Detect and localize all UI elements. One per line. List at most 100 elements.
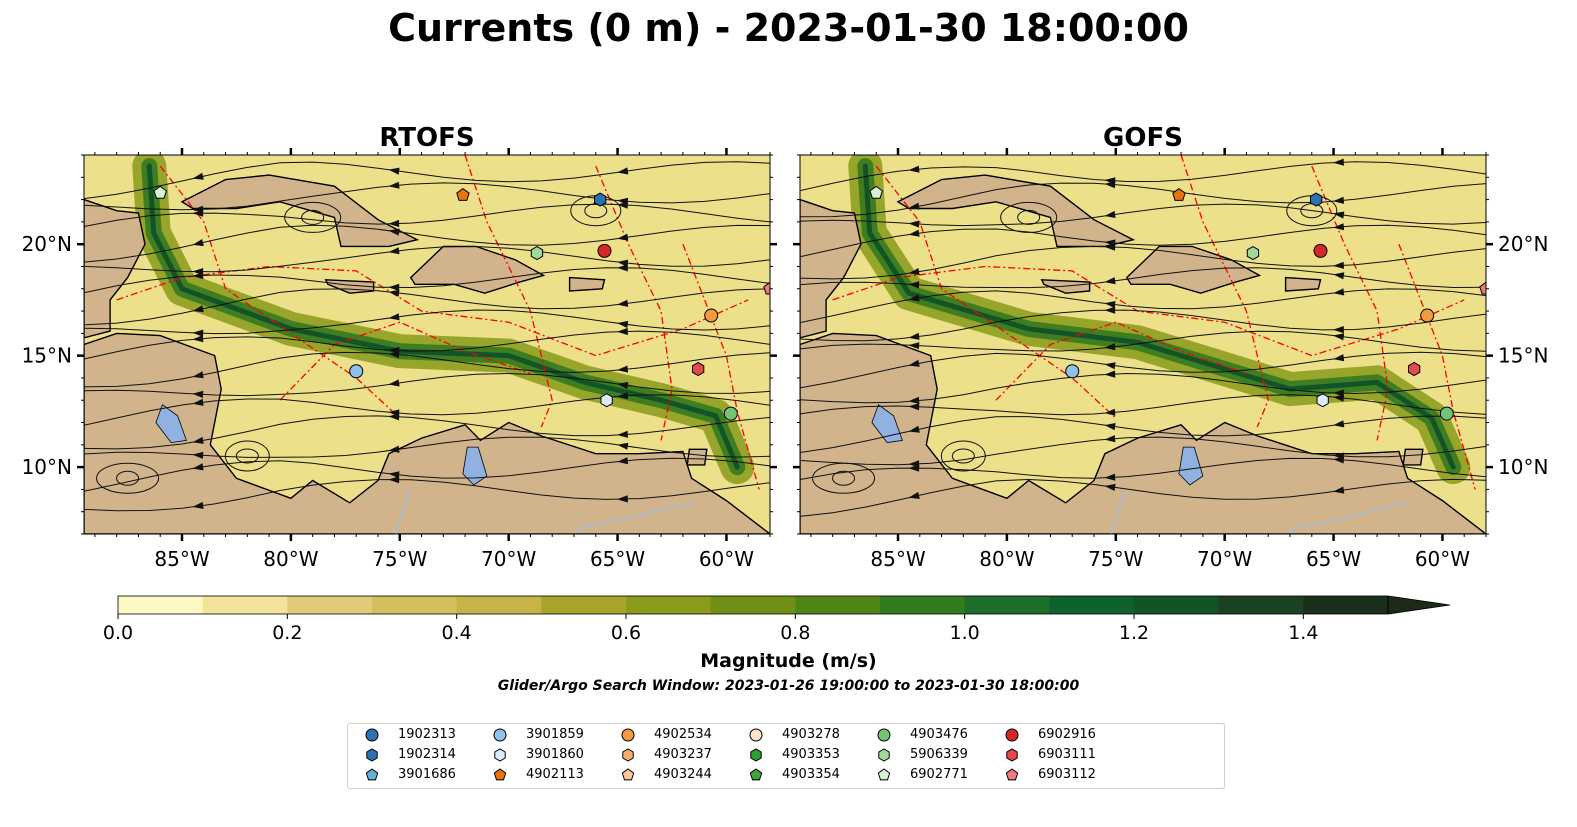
streamline-arrow [617,381,629,389]
legend-marker-shape [365,768,379,781]
streamline-arrow [388,445,400,453]
legend-label: 4902113 [526,767,584,782]
map-frame [799,154,1487,535]
legend-label: 1902313 [398,727,456,742]
streamline-arrow [388,379,400,387]
streamline-arrow [388,283,400,291]
legend-marker [621,768,635,781]
streamline-arrow [908,332,920,340]
eddy-streamline [284,201,342,233]
lon-tick-label: 65°W [1306,547,1361,571]
streamline-arrow [192,451,204,459]
colorbar-tick-label: 1.4 [1288,622,1318,644]
float-marker-6903112 [763,281,770,295]
streamline-arrow [1333,288,1345,296]
eez-boundary [159,165,401,419]
colorbar-tick-label: 1.0 [950,622,980,644]
lon-tick-label: 65°W [590,547,645,571]
streamline-arrow [1104,362,1116,370]
streamline-arrow [617,320,629,328]
legend-marker [365,768,379,781]
legend-marker [878,748,890,762]
lon-tick-label: 60°W [699,547,754,571]
streamline-arrow [192,463,204,471]
legend-label: 5906339 [910,747,968,762]
river [1110,489,1128,534]
float-marker-1902314 [1310,192,1323,207]
lon-tick-label: 75°W [1088,547,1143,571]
eddy-streamline [832,470,856,486]
streamline-arrow [192,305,204,313]
streamline-arrow [1333,389,1344,397]
legend-marker [494,748,506,762]
eez-boundary [1180,155,1269,428]
legend-marker-shape [1005,728,1019,742]
legend-marker [493,728,507,742]
legend-marker [365,728,379,742]
streamline-arrow [1333,420,1345,428]
streamline-arrow [388,471,400,479]
legend-label: 6903112 [1038,767,1096,782]
streamline-arrow [617,167,629,175]
float-marker-5906339 [1246,246,1260,261]
eddy-streamline [812,462,876,494]
float-marker-3901860 [600,393,613,408]
colorbar-segment [1303,596,1389,614]
eddy-streamline [301,209,325,225]
colorbar-segment [795,596,881,614]
colorbar-segment [1218,596,1304,614]
float-marker-4902534 [1420,308,1435,323]
streamline-arrow [192,172,204,180]
streamline-arrow [388,181,400,189]
streamline-arrow [1333,333,1345,341]
legend-marker [877,728,891,742]
streamline-arrow [617,327,628,336]
float-marker-6902916 [1313,243,1328,258]
legend-label: 6902771 [910,767,968,782]
streamline-arrow [1333,196,1345,204]
streamline-arrow [617,299,629,307]
eez-boundary [995,321,1247,401]
streamline-arrow [1104,408,1116,416]
colorbar-segment [372,596,458,614]
legend-label: 3901859 [526,727,584,742]
legend-label: 6903111 [1038,747,1096,762]
eez-boundary [464,155,553,428]
streamline-arrow [908,403,920,411]
legend-marker-shape [493,768,507,781]
streamline-arrow [908,202,920,210]
streamline-arrow [908,165,920,173]
lake [462,446,488,486]
land-mass [686,448,708,466]
eddy-streamline [96,462,160,494]
eez-boundary [116,265,749,357]
legend-marker-shape [1005,768,1019,781]
river [573,502,694,531]
streamline-arrow [192,205,204,213]
streamline-arrow [388,347,400,355]
legend-marker-shape [877,768,891,781]
legend-marker-shape [365,728,379,742]
streamline-arrow [388,476,400,484]
float-marker-3901860 [1316,393,1329,408]
legend-marker-shape [749,768,763,781]
colorbar-extend-arrow [1387,595,1451,615]
land-mass [84,198,146,339]
legend-label: 4903476 [910,727,968,742]
legend-marker-shape [1006,748,1018,762]
streamline-arrow [192,371,204,379]
streamline-arrow [192,436,204,444]
colorbar-tick-label: 0.2 [272,622,302,644]
streamline-arrow [1104,210,1116,218]
land-mass [800,198,862,339]
legend-marker-shape [750,748,762,762]
streamline-arrow [1333,354,1345,362]
streamline-arrow [617,233,629,241]
colorbar-tick-label: 0.6 [611,622,641,644]
float-marker-4902113 [1172,187,1186,201]
float-marker-3901859 [1065,364,1080,379]
lat-tick-label: 15°N [1498,344,1548,368]
legend-marker-shape [877,728,891,742]
streamline-arrow [1104,301,1116,309]
